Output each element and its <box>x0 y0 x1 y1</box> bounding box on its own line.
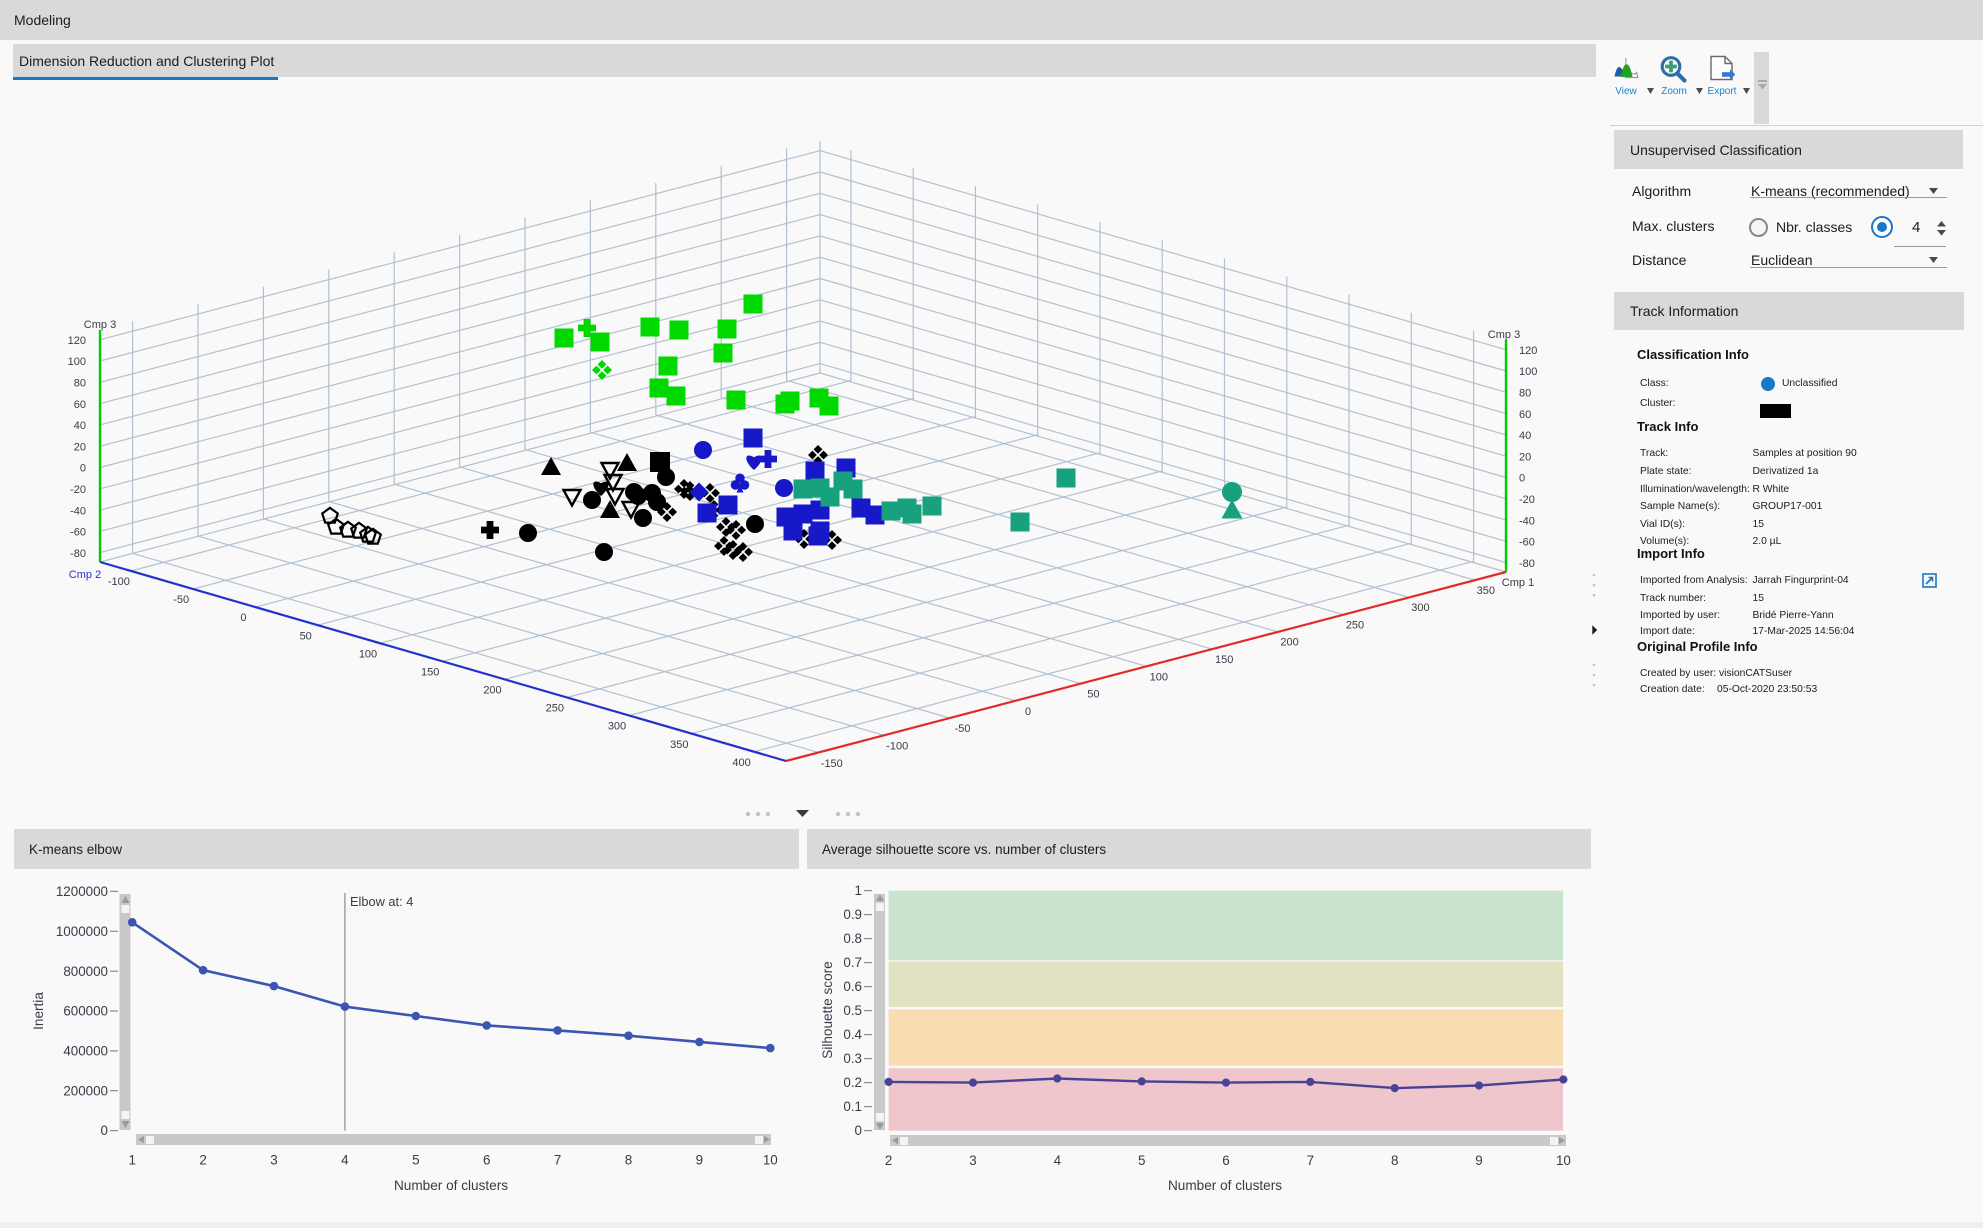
svg-text:-100: -100 <box>886 741 908 753</box>
svg-text:-80: -80 <box>1519 558 1535 570</box>
svg-text:8: 8 <box>625 1153 632 1168</box>
svg-text:200: 200 <box>483 685 501 697</box>
svg-text:350: 350 <box>670 739 688 751</box>
svg-text:4: 4 <box>1054 1153 1062 1168</box>
svg-text:250: 250 <box>1346 619 1364 631</box>
svg-text:Silhouette score: Silhouette score <box>820 961 835 1058</box>
svg-text:6: 6 <box>483 1153 490 1168</box>
svg-text:5: 5 <box>1138 1153 1145 1168</box>
svg-text:3: 3 <box>969 1153 976 1168</box>
svg-text:0: 0 <box>1025 706 1031 718</box>
svg-text:0.8: 0.8 <box>843 931 862 946</box>
svg-text:250: 250 <box>546 703 564 715</box>
svg-text:0.6: 0.6 <box>843 979 862 994</box>
svg-text:120: 120 <box>68 335 86 347</box>
svg-text:8: 8 <box>1391 1153 1398 1168</box>
svg-text:4: 4 <box>341 1153 349 1168</box>
svg-text:0.5: 0.5 <box>843 1003 862 1018</box>
svg-text:Number of clusters: Number of clusters <box>394 1178 508 1193</box>
svg-text:0.7: 0.7 <box>843 955 862 970</box>
svg-text:20: 20 <box>74 441 86 453</box>
svg-text:7: 7 <box>554 1153 561 1168</box>
svg-text:5: 5 <box>412 1153 419 1168</box>
svg-text:0: 0 <box>240 612 246 624</box>
svg-text:400000: 400000 <box>63 1044 108 1059</box>
svg-text:-40: -40 <box>70 505 86 517</box>
svg-text:50: 50 <box>300 630 312 642</box>
svg-text:10: 10 <box>1556 1153 1571 1168</box>
svg-text:0.2: 0.2 <box>843 1075 862 1090</box>
svg-text:1200000: 1200000 <box>56 884 108 899</box>
svg-text:300: 300 <box>1411 602 1429 614</box>
svg-text:-60: -60 <box>70 527 86 539</box>
svg-text:0.1: 0.1 <box>843 1099 862 1114</box>
svg-text:200: 200 <box>1280 637 1298 649</box>
svg-text:0.4: 0.4 <box>843 1027 862 1042</box>
svg-text:-150: -150 <box>821 758 843 770</box>
svg-text:150: 150 <box>1215 654 1233 666</box>
svg-text:1: 1 <box>855 883 862 898</box>
svg-text:Cmp 3: Cmp 3 <box>1488 329 1520 341</box>
svg-text:0: 0 <box>1519 473 1525 485</box>
svg-text:100: 100 <box>68 356 86 368</box>
svg-text:150: 150 <box>421 667 439 679</box>
svg-text:80: 80 <box>1519 388 1531 400</box>
svg-text:1: 1 <box>128 1153 135 1168</box>
svg-text:800000: 800000 <box>63 964 108 979</box>
svg-text:0: 0 <box>80 463 86 475</box>
svg-text:Cmp 3: Cmp 3 <box>84 319 116 331</box>
svg-text:300: 300 <box>608 721 626 733</box>
svg-text:60: 60 <box>74 399 86 411</box>
svg-text:-20: -20 <box>70 484 86 496</box>
svg-text:9: 9 <box>696 1153 703 1168</box>
svg-text:-20: -20 <box>1519 494 1535 506</box>
svg-text:0.9: 0.9 <box>843 907 862 922</box>
svg-text:120: 120 <box>1519 345 1537 357</box>
svg-text:100: 100 <box>1519 366 1537 378</box>
svg-text:Cmp 1: Cmp 1 <box>1502 577 1534 589</box>
svg-text:350: 350 <box>1477 585 1495 597</box>
svg-text:1000000: 1000000 <box>56 924 108 939</box>
svg-text:Cmp 2: Cmp 2 <box>69 569 101 581</box>
svg-text:60: 60 <box>1519 409 1531 421</box>
svg-text:400: 400 <box>732 757 750 769</box>
svg-text:-50: -50 <box>173 594 189 606</box>
svg-text:200000: 200000 <box>63 1083 108 1098</box>
svg-text:100: 100 <box>1150 671 1168 683</box>
svg-text:2: 2 <box>199 1153 206 1168</box>
svg-text:Elbow at: 4: Elbow at: 4 <box>350 894 413 909</box>
svg-text:-60: -60 <box>1519 537 1535 549</box>
svg-text:0: 0 <box>101 1123 108 1138</box>
svg-text:-40: -40 <box>1519 515 1535 527</box>
svg-text:600000: 600000 <box>63 1004 108 1019</box>
svg-text:2: 2 <box>885 1153 892 1168</box>
svg-text:20: 20 <box>1519 451 1531 463</box>
svg-text:-80: -80 <box>70 548 86 560</box>
svg-text:7: 7 <box>1307 1153 1314 1168</box>
svg-text:Inertia: Inertia <box>31 992 46 1030</box>
svg-text:6: 6 <box>1222 1153 1229 1168</box>
svg-text:10: 10 <box>763 1153 778 1168</box>
svg-text:9: 9 <box>1475 1153 1482 1168</box>
svg-text:50: 50 <box>1087 689 1099 701</box>
svg-text:0: 0 <box>855 1123 862 1138</box>
svg-text:0.3: 0.3 <box>843 1051 862 1066</box>
svg-text:40: 40 <box>74 420 86 432</box>
svg-text:80: 80 <box>74 378 86 390</box>
svg-text:40: 40 <box>1519 430 1531 442</box>
svg-text:-50: -50 <box>955 723 971 735</box>
svg-text:100: 100 <box>359 648 377 660</box>
svg-text:-100: -100 <box>108 576 130 588</box>
svg-text:3: 3 <box>270 1153 277 1168</box>
svg-text:Number of clusters: Number of clusters <box>1168 1178 1282 1193</box>
